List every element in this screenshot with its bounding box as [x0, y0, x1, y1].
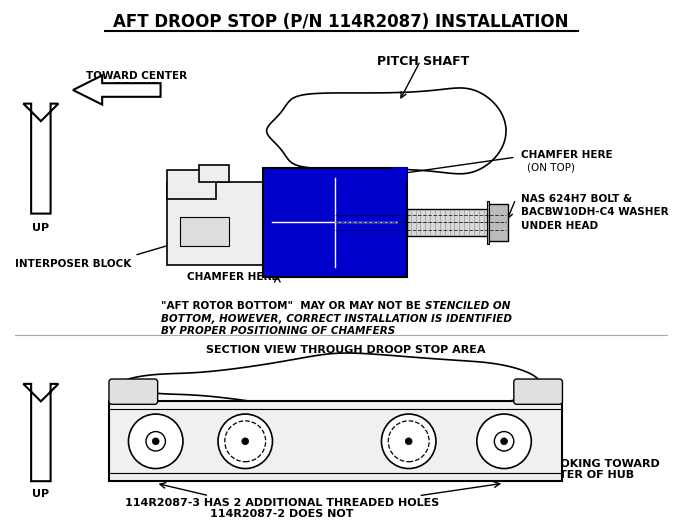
Polygon shape: [23, 384, 58, 481]
Polygon shape: [393, 168, 407, 182]
Bar: [167, 170, 216, 199]
Text: INTERPOSER BLOCK: INTERPOSER BLOCK: [15, 259, 131, 269]
Polygon shape: [267, 88, 506, 174]
Bar: [407, 209, 489, 236]
Text: 114R2087-2 DOES NOT: 114R2087-2 DOES NOT: [211, 509, 354, 519]
Text: BOTTOM, HOWEVER, CORRECT INSTALLATION IS IDENTIFIED: BOTTOM, HOWEVER, CORRECT INSTALLATION IS…: [160, 314, 512, 324]
Circle shape: [405, 438, 412, 445]
Text: CHAMFER HERE: CHAMFER HERE: [187, 272, 279, 282]
Circle shape: [225, 421, 266, 461]
Text: CHAMFER HERE: CHAMFER HERE: [521, 150, 612, 160]
Text: UP: UP: [32, 489, 50, 499]
Polygon shape: [23, 103, 58, 214]
Text: UP: UP: [32, 223, 50, 233]
Circle shape: [500, 438, 508, 445]
Circle shape: [382, 414, 436, 468]
Text: SECTION VIEW THROUGH DROOP STOP AREA: SECTION VIEW THROUGH DROOP STOP AREA: [206, 345, 485, 355]
Text: TOWARD CENTER
OF HUB: TOWARD CENTER OF HUB: [85, 70, 187, 92]
Text: VIEW LOOKING TOWARD
CENTER OF HUB: VIEW LOOKING TOWARD CENTER OF HUB: [508, 459, 659, 480]
Circle shape: [153, 438, 159, 445]
Polygon shape: [73, 76, 160, 104]
Circle shape: [389, 421, 429, 461]
Text: "AFT ROTOR BOTTOM"  MAY OR MAY NOT BE: "AFT ROTOR BOTTOM" MAY OR MAY NOT BE: [160, 301, 424, 311]
Circle shape: [494, 432, 514, 451]
Bar: [109, 402, 563, 481]
Circle shape: [477, 414, 531, 468]
Text: STENCILED ON: STENCILED ON: [425, 301, 510, 311]
Text: AFT DROOP STOP (P/N 114R2087) INSTALLATION: AFT DROOP STOP (P/N 114R2087) INSTALLATI…: [113, 13, 568, 31]
Bar: [167, 183, 272, 265]
FancyBboxPatch shape: [514, 379, 563, 404]
Text: BY PROPER POSITIONING OF CHAMFERS: BY PROPER POSITIONING OF CHAMFERS: [160, 327, 395, 337]
Circle shape: [218, 414, 272, 468]
Bar: [489, 204, 508, 241]
FancyBboxPatch shape: [109, 379, 158, 404]
Polygon shape: [122, 353, 540, 415]
Text: (ON TOP): (ON TOP): [527, 163, 575, 173]
Circle shape: [241, 438, 248, 445]
Text: 114R2087-3 HAS 2 ADDITIONAL THREADED HOLES: 114R2087-3 HAS 2 ADDITIONAL THREADED HOL…: [125, 498, 440, 508]
Bar: [262, 168, 407, 277]
Circle shape: [146, 432, 165, 451]
Bar: [180, 216, 229, 246]
Text: PITCH SHAFT: PITCH SHAFT: [275, 362, 368, 375]
Text: NAS 624H7 BOLT &
BACBW10DH-C4 WASHER
UNDER HEAD: NAS 624H7 BOLT & BACBW10DH-C4 WASHER UND…: [521, 194, 668, 230]
Bar: [199, 165, 229, 183]
Bar: [486, 201, 489, 244]
Text: PITCH SHAFT: PITCH SHAFT: [377, 55, 470, 68]
Circle shape: [129, 414, 183, 468]
